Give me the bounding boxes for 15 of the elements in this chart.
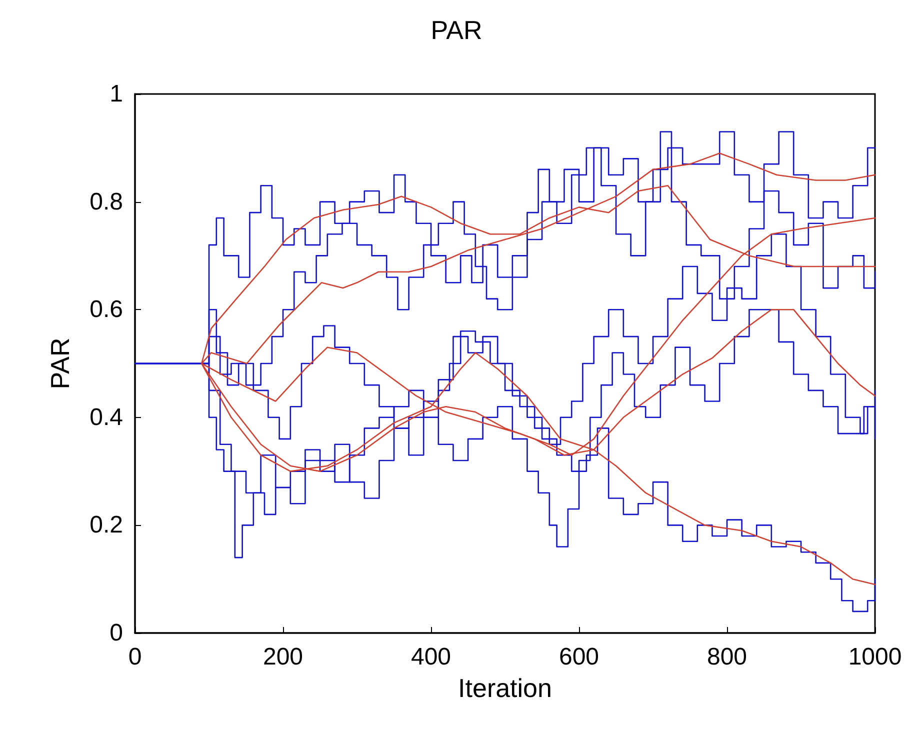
y-axis-title: PAR [45, 338, 75, 390]
x-tick-label: 400 [410, 644, 452, 670]
y-tick-label: 0.6 [90, 296, 123, 324]
x-tick-label: 600 [558, 644, 600, 670]
chart-title: PAR [430, 15, 482, 45]
y-tick-label: 0 [110, 620, 123, 646]
x-tick-label: 800 [706, 644, 748, 670]
y-tick-label: 0.4 [90, 404, 123, 431]
x-axis-title: Iteration [458, 673, 552, 703]
y-tick-label: 1 [110, 80, 123, 108]
y-tick-label: 0.2 [90, 512, 123, 539]
x-tick-label: 1000 [848, 644, 902, 670]
y-tick-label: 0.8 [90, 188, 123, 216]
x-tick-label: 200 [262, 644, 304, 670]
x-tick-label: 0 [128, 644, 142, 670]
